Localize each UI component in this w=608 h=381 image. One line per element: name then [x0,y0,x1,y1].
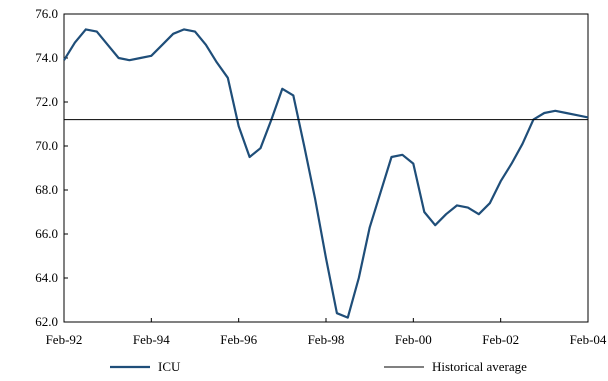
y-tick-label: 74.0 [35,50,58,65]
x-tick-label: Feb-02 [482,332,519,347]
x-tick-label: Feb-00 [395,332,432,347]
x-tick-label: Feb-04 [570,332,607,347]
y-tick-label: 70.0 [35,138,58,153]
legend-label-historical-average: Historical average [432,359,527,374]
y-tick-label: 62.0 [35,314,58,329]
series-layer [63,28,589,319]
x-tick-label: Feb-92 [46,332,83,347]
y-tick-label: 64.0 [35,270,58,285]
series-line-icu [63,28,589,319]
x-tick-label: Feb-96 [220,332,257,347]
legend-label-icu: ICU [158,359,181,374]
y-tick-label: 66.0 [35,226,58,241]
y-axis: 62.0 64.0 66.0 68.0 70.0 72.0 74.0 76.0 [35,6,68,329]
x-axis: Feb-92 Feb-94 Feb-96 Feb-98 Feb-00 Feb-02 Feb-… [46,318,607,347]
x-tick-label: Feb-94 [133,332,170,347]
y-tick-label: 68.0 [35,182,58,197]
y-tick-label: 76.0 [35,6,58,21]
x-tick-label: Feb-98 [308,332,345,347]
y-tick-label: 72.0 [35,94,58,109]
legend: ICU Historical average [110,359,527,374]
